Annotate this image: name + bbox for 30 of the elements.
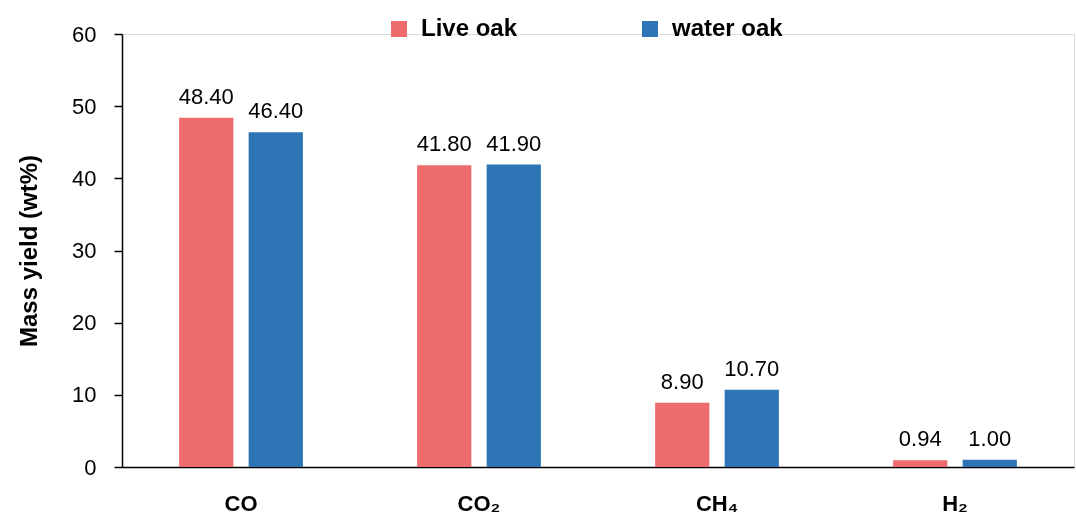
data-label: 8.90 [660, 368, 704, 394]
x-tick-label: CH₄ [695, 490, 739, 516]
legend-label: water oak [671, 14, 784, 41]
data-label: 41.90 [486, 130, 542, 156]
bar [655, 402, 710, 467]
data-label: 46.40 [248, 98, 304, 124]
x-tick-label: H₂ [942, 490, 968, 516]
legend-label: Live oak [421, 14, 518, 41]
y-tick-label: 0 [84, 454, 97, 480]
data-label: 10.70 [724, 355, 780, 381]
data-label: 41.80 [416, 131, 472, 157]
y-tick-label: 50 [72, 93, 97, 119]
y-tick-label: 30 [72, 238, 97, 263]
x-tick-label: CO [224, 490, 258, 516]
y-axis-title: Mass yield (wt%) [15, 154, 43, 348]
x-tick-label: CO₂ [457, 490, 501, 516]
bar [417, 165, 472, 467]
bar [962, 459, 1017, 467]
y-tick-label: 60 [72, 21, 97, 47]
y-tick-label: 10 [72, 382, 97, 408]
bar [486, 164, 541, 467]
data-label: 0.94 [898, 426, 942, 452]
data-label: 1.00 [968, 425, 1012, 451]
y-tick-label: 40 [72, 165, 97, 191]
bar [179, 117, 234, 467]
bar [724, 389, 779, 467]
y-tick-label: 20 [72, 310, 97, 336]
bar [248, 132, 303, 467]
data-label: 48.40 [178, 83, 234, 109]
bar [893, 460, 948, 467]
